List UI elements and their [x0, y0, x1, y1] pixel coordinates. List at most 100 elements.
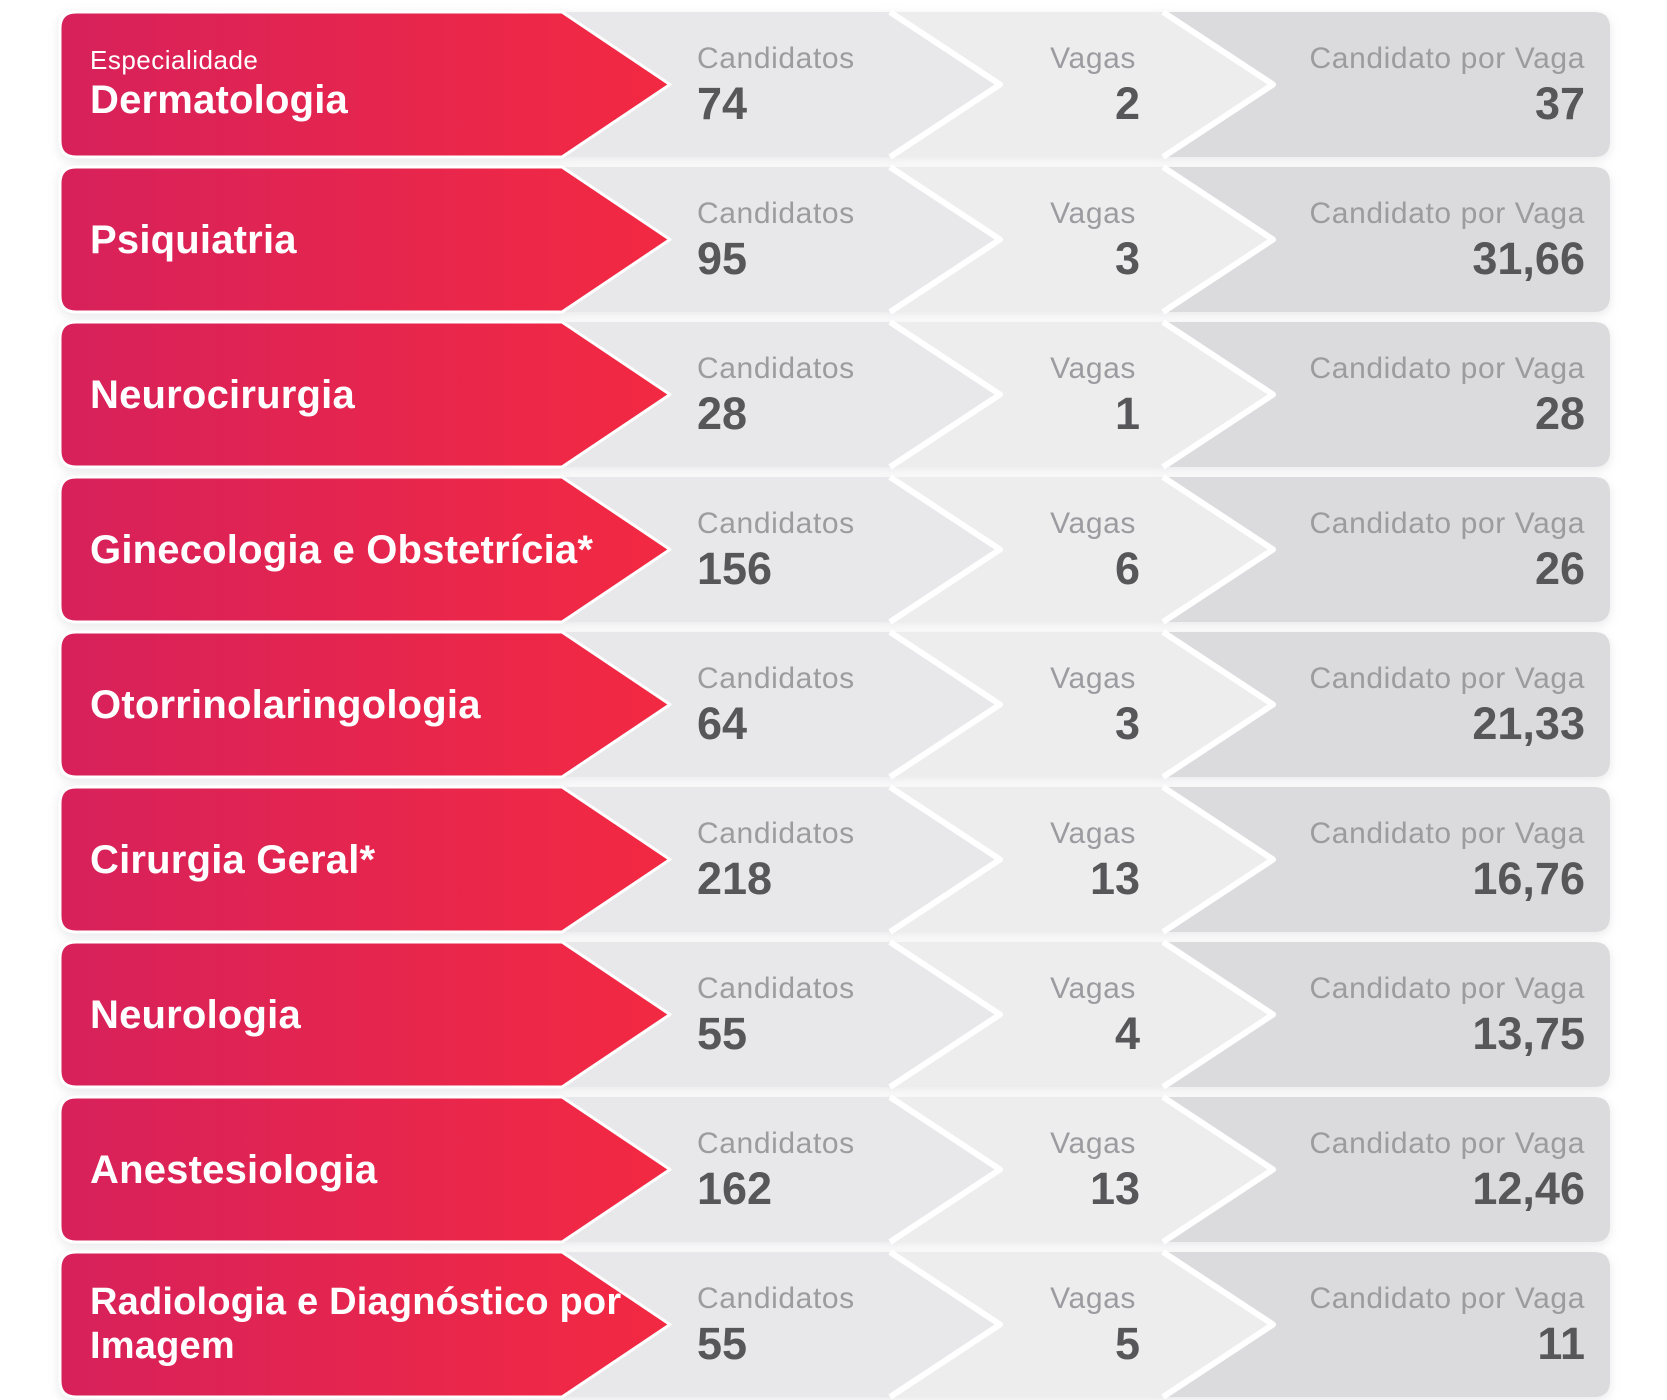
candidato-por-vaga-value: 28 — [1534, 388, 1585, 440]
candidatos-label: Candidatos — [697, 41, 855, 75]
candidatos-chevron-outline — [888, 164, 1003, 315]
candidatos-chevron-outline — [888, 1249, 1003, 1400]
candidato-por-vaga-cell: Candidato por Vaga 28 — [1200, 322, 1585, 467]
candidatos-cell: Candidatos 64 — [697, 632, 957, 777]
candidatos-chevron-outline — [888, 1094, 1003, 1245]
vagas-chevron-outline — [1161, 1094, 1276, 1245]
candidatos-value: 74 — [697, 78, 748, 130]
por-vaga-panel — [1100, 322, 1610, 467]
row-shape-group — [58, 1249, 1610, 1400]
row-shape-group — [58, 939, 1610, 1090]
vagas-label: Vagas — [1050, 41, 1136, 75]
candidato-por-vaga-value: 13,75 — [1472, 1008, 1585, 1060]
vagas-label: Vagas — [1050, 196, 1136, 230]
candidato-por-vaga-label: Candidato por Vaga — [1309, 196, 1585, 230]
candidato-por-vaga-label: Candidato por Vaga — [1309, 506, 1585, 540]
specialty-name-block: Cirurgia Geral* — [90, 787, 675, 932]
candidatos-cell: Candidatos 156 — [697, 477, 957, 622]
candidato-por-vaga-label: Candidato por Vaga — [1309, 41, 1585, 75]
vagas-value: 3 — [1114, 698, 1140, 750]
specialty-name: Ginecologia e Obstetrícia* — [90, 527, 594, 572]
por-vaga-panel — [1100, 1097, 1610, 1242]
specialty-arrow — [58, 630, 672, 779]
candidatos-label: Candidatos — [697, 971, 855, 1005]
specialty-row: Especialidade Dermatologia Candidatos 74… — [0, 12, 1610, 157]
specialty-name-block: Psiquiatria — [90, 167, 675, 312]
por-vaga-panel — [1100, 1252, 1610, 1397]
candidatos-cell: Candidatos 162 — [697, 1097, 957, 1242]
specialty-row: Neurologia Candidatos 55 Vagas 4 Candida… — [0, 942, 1610, 1087]
candidato-por-vaga-value: 21,33 — [1472, 698, 1585, 750]
candidatos-value: 95 — [697, 233, 748, 285]
specialty-row: Ginecologia e Obstetrícia* Candidatos 15… — [0, 477, 1610, 622]
por-vaga-panel — [1100, 477, 1610, 622]
candidatos-value: 156 — [697, 543, 773, 595]
specialty-name: Psiquiatria — [90, 217, 297, 262]
vagas-label: Vagas — [1050, 1126, 1136, 1160]
candidatos-label: Candidatos — [697, 506, 855, 540]
vagas-chevron-outline — [1161, 319, 1276, 470]
specialty-name-block: Ginecologia e Obstetrícia* — [90, 477, 675, 622]
candidatos-label: Candidatos — [697, 196, 855, 230]
candidatos-value: 64 — [697, 698, 748, 750]
vagas-cell: Vagas 3 — [990, 167, 1140, 312]
row-shape-group — [58, 1094, 1610, 1245]
specialty-name: Dermatologia — [90, 78, 349, 123]
candidatos-chevron-outline — [888, 939, 1003, 1090]
specialty-name-block: Neurologia — [90, 942, 675, 1087]
vagas-value: 2 — [1114, 78, 1140, 130]
candidatos-label: Candidatos — [697, 816, 855, 850]
specialty-name-block: Anestesiologia — [90, 1097, 675, 1242]
vagas-chevron-outline — [1161, 164, 1276, 315]
specialty-name-block: Especialidade Dermatologia — [90, 12, 675, 157]
row-shape-group — [58, 164, 1610, 315]
candidatos-chevron-outline — [888, 9, 1003, 160]
candidato-por-vaga-label: Candidato por Vaga — [1309, 351, 1585, 385]
vagas-cell: Vagas 2 — [990, 12, 1140, 157]
vagas-chevron-outline — [1161, 784, 1276, 935]
candidatos-cell: Candidatos 28 — [697, 322, 957, 467]
candidato-por-vaga-label: Candidato por Vaga — [1309, 661, 1585, 695]
candidatos-chevron — [500, 477, 1000, 622]
row-shape-group — [58, 474, 1610, 625]
vagas-chevron-outline — [1161, 9, 1276, 160]
specialty-name: Otorrinolaringologia — [90, 682, 481, 727]
vagas-cell: Vagas 5 — [990, 1252, 1140, 1397]
candidato-por-vaga-cell: Candidato por Vaga 11 — [1200, 1252, 1585, 1397]
specialty-name-block: Otorrinolaringologia — [90, 632, 675, 777]
vagas-cell: Vagas 3 — [990, 632, 1140, 777]
row-shape-group — [58, 9, 1610, 160]
vagas-cell: Vagas 13 — [990, 1097, 1140, 1242]
candidatos-label: Candidatos — [697, 351, 855, 385]
vagas-label: Vagas — [1050, 661, 1136, 695]
candidato-por-vaga-cell: Candidato por Vaga 16,76 — [1200, 787, 1585, 932]
row-shape-group — [58, 319, 1610, 470]
por-vaga-panel — [1100, 167, 1610, 312]
specialty-arrow — [58, 1095, 672, 1244]
vagas-chevron-outline — [1161, 1249, 1276, 1400]
candidato-por-vaga-label: Candidato por Vaga — [1309, 1281, 1585, 1315]
candidato-por-vaga-cell: Candidato por Vaga 21,33 — [1200, 632, 1585, 777]
vagas-label: Vagas — [1050, 506, 1136, 540]
candidato-por-vaga-value: 37 — [1534, 78, 1585, 130]
candidatos-chevron — [500, 167, 1000, 312]
candidatos-chevron — [500, 787, 1000, 932]
specialty-row: Psiquiatria Candidatos 95 Vagas 3 Candid… — [0, 167, 1610, 312]
specialty-row: Cirurgia Geral* Candidatos 218 Vagas 13 … — [0, 787, 1610, 932]
candidatos-chevron — [500, 632, 1000, 777]
vagas-chevron-outline — [1161, 629, 1276, 780]
specialty-row: Radiologia e Diagnóstico por Imagem Cand… — [0, 1252, 1610, 1397]
por-vaga-panel — [1100, 12, 1610, 157]
vagas-value: 13 — [1089, 853, 1140, 905]
vagas-chevron-outline — [1161, 939, 1276, 1090]
vagas-label: Vagas — [1050, 351, 1136, 385]
vagas-value: 5 — [1114, 1318, 1140, 1370]
specialty-name: Cirurgia Geral* — [90, 837, 376, 882]
candidatos-cell: Candidatos 74 — [697, 12, 957, 157]
candidatos-cell: Candidatos 218 — [697, 787, 957, 932]
specialty-arrow — [58, 475, 672, 624]
vagas-value: 13 — [1089, 1163, 1140, 1215]
candidato-por-vaga-value: 12,46 — [1472, 1163, 1585, 1215]
